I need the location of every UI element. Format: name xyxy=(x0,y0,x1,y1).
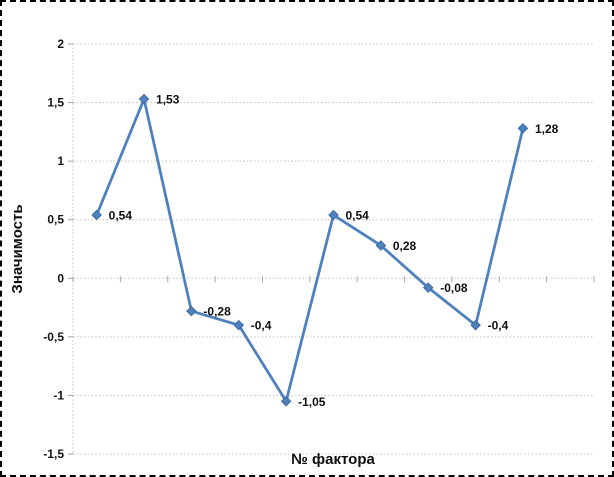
data-label: -0,4 xyxy=(251,319,272,333)
data-label: -0,28 xyxy=(203,305,231,319)
marker-diamond xyxy=(517,123,529,134)
x-axis-title: № фактора xyxy=(291,451,375,468)
y-tick-label: 1 xyxy=(57,154,64,168)
data-label: -1,05 xyxy=(298,395,326,409)
y-tick-label: -1,5 xyxy=(43,447,64,461)
marker-diamond xyxy=(91,209,102,221)
y-tick-label: -1 xyxy=(53,388,64,402)
y-tick-label: 0 xyxy=(57,271,64,285)
marker-diamond xyxy=(138,93,150,105)
marker-diamond xyxy=(375,240,387,251)
data-label: 0,54 xyxy=(346,209,370,223)
series-line xyxy=(95,97,525,403)
marker-diamond xyxy=(233,319,245,331)
y-tick-label: 2 xyxy=(57,37,64,51)
y-axis-title: Значимость xyxy=(9,204,26,293)
data-label: 0,28 xyxy=(393,239,417,253)
data-label: -0,4 xyxy=(488,319,509,333)
y-tick-label: 1,5 xyxy=(47,96,64,110)
y-tick-label: 0,5 xyxy=(47,213,64,227)
marker-diamond xyxy=(328,209,339,221)
data-label: 1,28 xyxy=(535,122,559,136)
data-label: 1,53 xyxy=(156,93,180,107)
marker-diamond xyxy=(186,305,197,317)
marker-diamond xyxy=(422,282,434,293)
marker-diamond xyxy=(280,395,292,407)
data-label: -0,08 xyxy=(440,281,468,295)
y-tick-label: -0,5 xyxy=(43,330,64,344)
plot-area: 2 1,5 1 0,5 0 -0,5 -1 -1,5 0,54 1,53 -0,28 -0,4 -1,0… xyxy=(43,37,595,461)
marker-diamond xyxy=(470,319,481,331)
data-label: 0,54 xyxy=(109,209,133,223)
